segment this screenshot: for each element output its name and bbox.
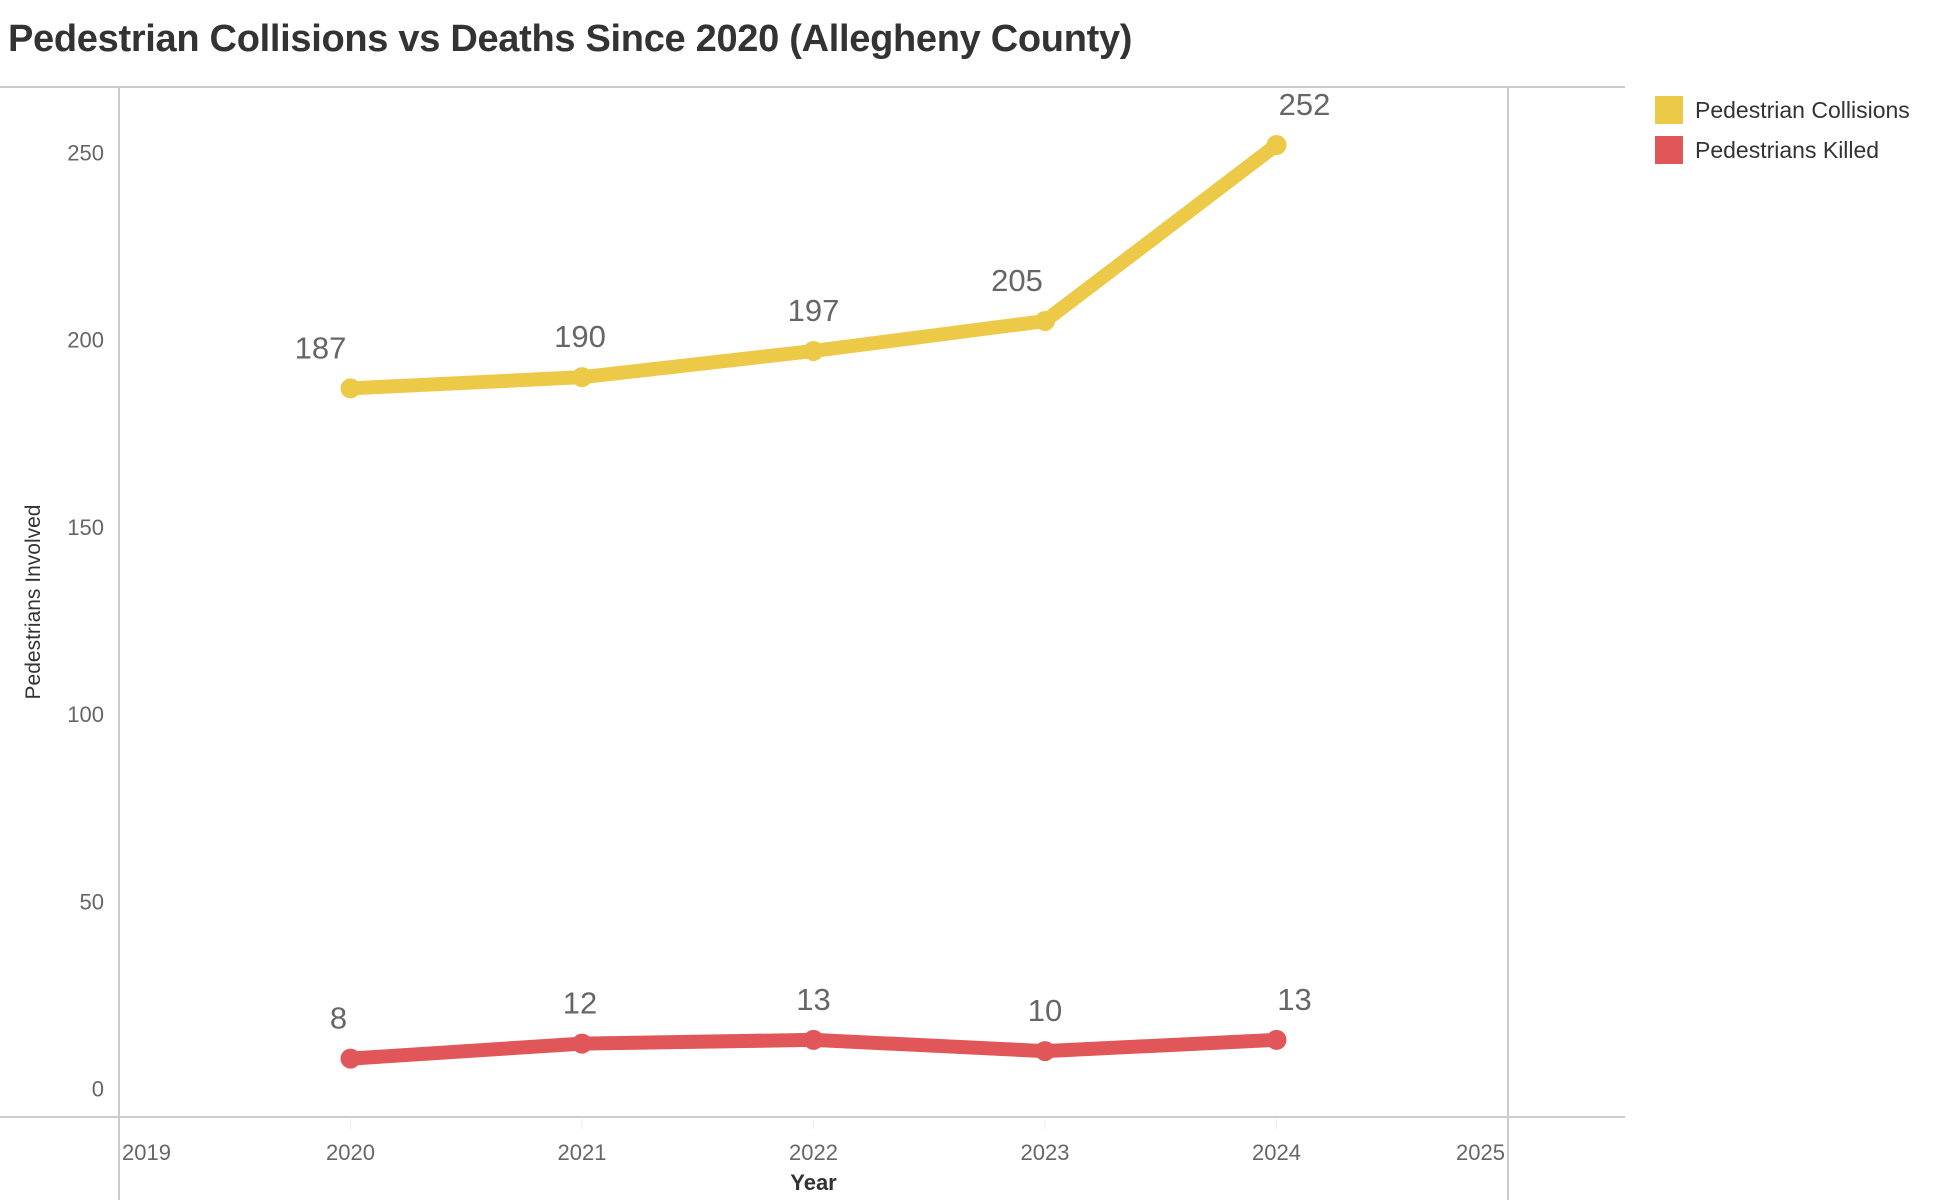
y-axis-title: Pedestrians Involved [22,505,45,700]
legend-item-killed[interactable]: Pedestrians Killed [1655,130,1910,170]
data-label: 13 [796,982,830,1017]
legend-swatch-collisions [1655,96,1683,124]
data-label: 8 [330,1001,347,1036]
data-point [1266,135,1287,156]
y-tick-label: 50 [80,889,104,914]
legend-label: Pedestrian Collisions [1695,96,1910,123]
data-point [803,1029,824,1050]
data-point [1266,1029,1287,1050]
data-label: 187 [295,330,347,365]
legend: Pedestrian Collisions Pedestrians Killed [1655,90,1910,170]
data-point [572,367,592,388]
data-point [340,378,361,399]
y-tick-label: 150 [67,515,104,540]
x-tick-label: 2021 [558,1140,607,1165]
y-tick-label: 100 [67,702,104,727]
x-tick-label: 2020 [326,1140,375,1165]
legend-swatch-killed [1655,136,1683,164]
x-tick-label: 2024 [1252,1140,1301,1165]
y-tick-label: 250 [67,141,104,166]
x-axis-title: Year [790,1170,837,1195]
y-tick-label: 0 [92,1077,104,1102]
x-tick-label: 2023 [1021,1140,1070,1165]
data-point [340,1048,361,1069]
data-label: 205 [991,263,1043,298]
data-label: 10 [1028,993,1062,1028]
data-point [1035,1041,1055,1062]
y-tick-label: 200 [67,328,104,353]
chart-title: Pedestrian Collisions vs Deaths Since 20… [8,18,1133,60]
data-label: 13 [1277,982,1311,1017]
data-point [572,1033,592,1054]
data-point [1035,311,1055,332]
legend-item-collisions[interactable]: Pedestrian Collisions [1655,90,1910,130]
data-label: 190 [554,319,606,354]
data-label: 252 [1279,87,1331,122]
x-tick-label: 2019 [122,1140,171,1165]
x-tick-label: 2025 [1456,1140,1505,1165]
data-label: 12 [563,986,597,1021]
data-label: 197 [788,293,840,328]
data-point [803,340,824,361]
legend-label: Pedestrians Killed [1695,136,1880,163]
x-tick-label: 2022 [789,1140,838,1165]
